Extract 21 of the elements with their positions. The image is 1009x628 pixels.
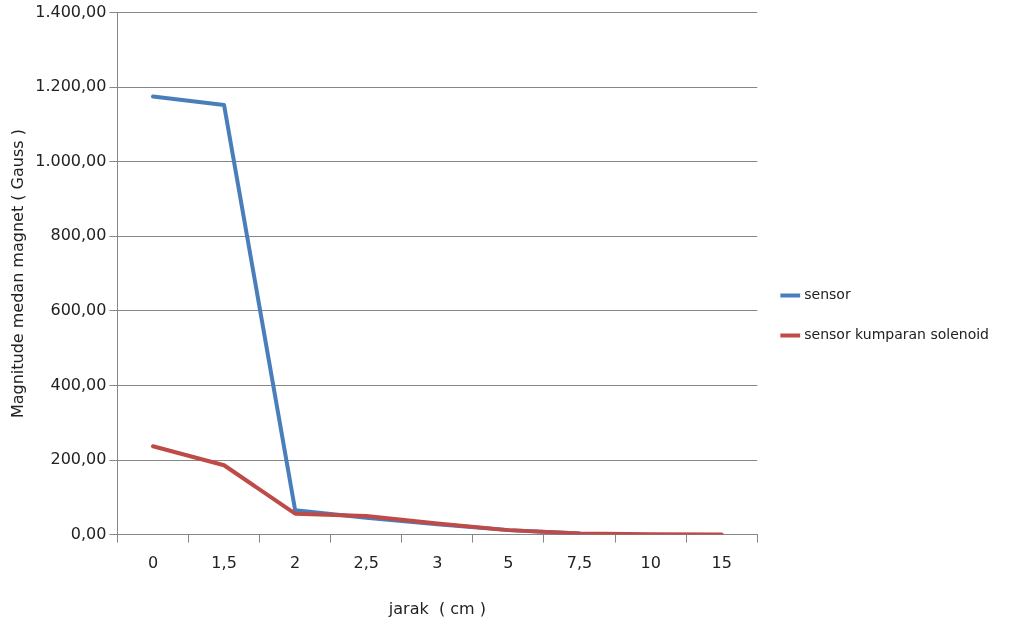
x-tick-label: 0	[147, 553, 159, 573]
x-tick-label: 10	[640, 553, 661, 573]
y-tick-label: 1.200,00	[35, 76, 107, 96]
y-tick-label: 200,00	[50, 449, 107, 469]
y-tick-label: 0,00	[70, 523, 107, 543]
x-tick-label: 2	[290, 553, 301, 573]
x-axis-title: jarak ( cm )	[387, 598, 486, 618]
legend-label: sensor	[804, 286, 851, 303]
y-tick-label: 1.400,00	[35, 1, 107, 21]
y-tick-label: 800,00	[50, 225, 107, 245]
x-tick-label: 1,5	[211, 553, 237, 573]
y-axis-title: Magnitude medan magnet ( Gauss )	[7, 129, 27, 419]
y-tick-label: 1.000,00	[35, 150, 107, 170]
x-tick-label: 3	[432, 553, 443, 573]
x-tick-label: 7,5	[566, 553, 593, 573]
x-tick-label: 2,5	[353, 553, 379, 573]
x-tick-label: 5	[503, 553, 514, 573]
x-tick-label: 15	[711, 553, 732, 573]
legend-label: sensor kumparan solenoid	[804, 326, 989, 343]
y-tick-label: 400,00	[50, 374, 107, 394]
y-tick-label: 600,00	[50, 300, 107, 320]
